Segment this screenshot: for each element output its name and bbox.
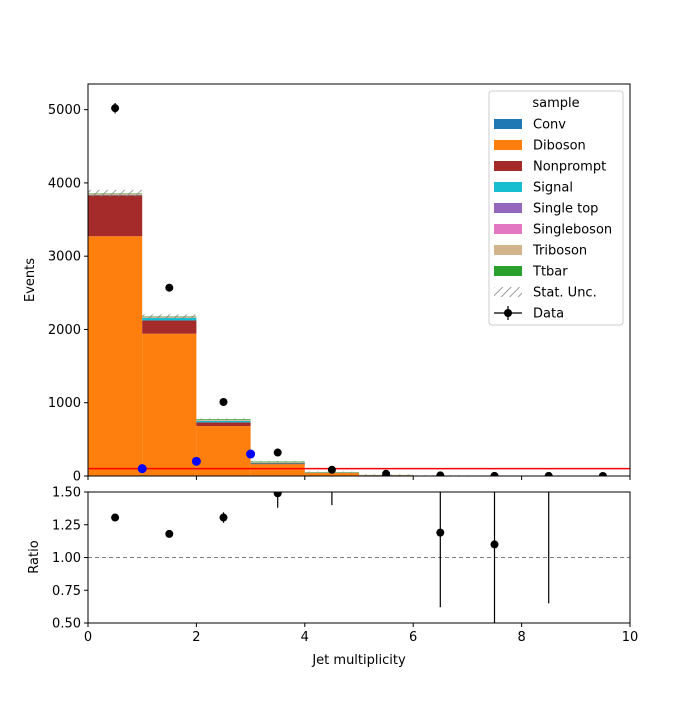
data-point <box>436 471 444 479</box>
ratio-point <box>436 529 444 537</box>
legend-label: Stat. Unc. <box>533 286 597 301</box>
data-point <box>382 470 390 478</box>
data-point <box>328 466 336 474</box>
stat-unc-segment <box>142 314 196 318</box>
bar-segment <box>196 420 250 421</box>
legend-label: Triboson <box>532 244 587 259</box>
legend-swatch <box>494 119 522 129</box>
top-y-axis-label: Events <box>23 258 38 302</box>
x-tick-label: 8 <box>517 630 525 645</box>
legend-label: Signal <box>533 181 573 196</box>
legend-label: Data <box>533 307 564 322</box>
legend-swatch <box>494 182 522 192</box>
legend-label: Ttbar <box>532 265 568 280</box>
ratio-y-axis-label: Ratio <box>27 540 42 573</box>
stat-unc-segment <box>251 461 305 462</box>
x-tick-label: 0 <box>84 630 92 645</box>
data-point <box>111 104 119 112</box>
ratio-y-tick-label: 1.50 <box>52 486 81 501</box>
data-point <box>165 284 173 292</box>
legend-swatch <box>494 161 522 171</box>
y-tick-label: 4000 <box>48 176 81 191</box>
data-point <box>274 449 282 457</box>
legend-label: Single top <box>533 202 598 217</box>
y-tick-label: 3000 <box>48 250 81 265</box>
legend: sample Conv Diboson Nonprompt Signal Single … <box>489 91 623 325</box>
legend-title: sample <box>532 96 579 111</box>
bar-segment <box>88 236 142 476</box>
ratio-y-tick-label: 0.75 <box>52 584 81 599</box>
data-point <box>220 398 228 406</box>
ratio-point <box>545 423 553 431</box>
ratio-y-tick-label: 0.50 <box>52 617 81 632</box>
top-x-axis-ticks <box>88 476 630 480</box>
bar-segment <box>251 462 305 463</box>
ratio-x-axis-ticks: 0 2 4 6 8 10 <box>84 623 638 645</box>
legend-swatch <box>494 203 522 213</box>
signal-point <box>246 450 255 459</box>
legend-swatch <box>494 245 522 255</box>
bar-segment <box>142 318 196 321</box>
y-tick-label: 5000 <box>48 103 81 118</box>
ratio-y-tick-label: 1.25 <box>52 518 81 533</box>
bar-segment <box>88 195 142 236</box>
bar-segment <box>196 422 250 426</box>
legend-label: Nonprompt <box>533 160 606 175</box>
x-tick-label: 4 <box>301 630 309 645</box>
legend-label: Singleboson <box>533 223 612 238</box>
legend-swatch <box>494 224 522 234</box>
ratio-point <box>274 489 282 497</box>
ratio-point <box>111 514 119 522</box>
signal-point <box>138 464 147 473</box>
y-tick-label: 2000 <box>48 323 81 338</box>
bar-segment <box>142 334 196 476</box>
y-tick-label: 0 <box>73 470 81 485</box>
legend-label: Conv <box>533 118 566 133</box>
legend-label: Diboson <box>533 139 586 154</box>
legend-swatch <box>494 140 522 150</box>
top-y-axis-ticks: 0 1000 2000 3000 4000 5000 <box>48 103 88 484</box>
bar-segment <box>251 464 305 465</box>
stat-unc-segment <box>88 190 142 197</box>
x-axis-label: Jet multiplicity <box>311 653 406 668</box>
bar-segment <box>251 463 305 464</box>
x-tick-label: 2 <box>192 630 200 645</box>
legend-marker <box>504 309 512 317</box>
x-tick-label: 6 <box>409 630 417 645</box>
ratio-y-tick-label: 1.00 <box>52 551 81 566</box>
ratio-point <box>491 540 499 548</box>
y-tick-label: 1000 <box>48 396 81 411</box>
legend-swatch <box>494 287 522 297</box>
ratio-point <box>220 514 228 522</box>
ratio-point <box>165 530 173 538</box>
series-diboson <box>88 236 522 476</box>
x-tick-label: 10 <box>622 630 639 645</box>
bar-segment <box>142 321 196 334</box>
bar-segment <box>251 464 305 476</box>
signal-point <box>192 457 201 466</box>
legend-swatch <box>494 266 522 276</box>
stat-unc-segment <box>196 418 250 419</box>
ratio-y-axis-ticks: 0.50 0.75 1.00 1.25 1.50 <box>52 486 88 632</box>
bar-segment <box>196 421 250 422</box>
